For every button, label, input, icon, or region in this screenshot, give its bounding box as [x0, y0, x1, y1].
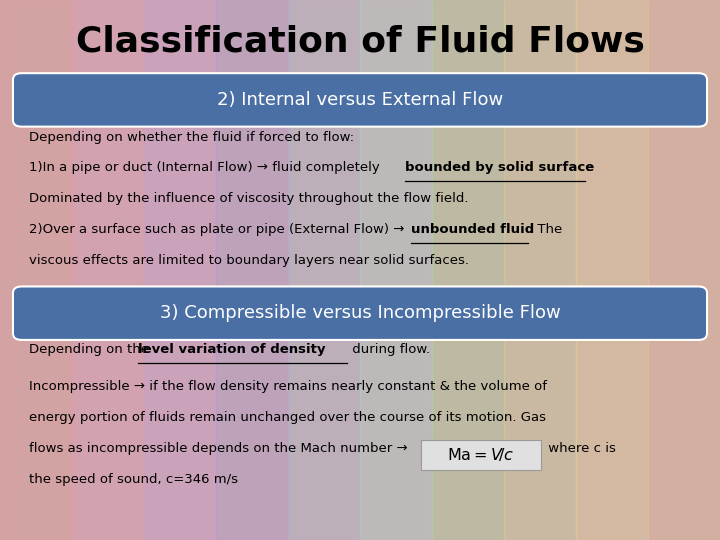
Text: bounded by solid surface: bounded by solid surface	[405, 161, 595, 174]
Text: the speed of sound, c=346 m/s: the speed of sound, c=346 m/s	[29, 472, 238, 485]
Text: unbounded fluid: unbounded fluid	[411, 223, 534, 236]
Bar	[0, 0, 72, 540]
Bar	[504, 0, 576, 540]
Text: $\mathrm{Ma} = \mathit{V\!/c}$: $\mathrm{Ma} = \mathit{V\!/c}$	[447, 446, 515, 463]
Text: Depending on the: Depending on the	[29, 343, 153, 356]
Text: during flow.: during flow.	[348, 343, 431, 356]
Bar	[216, 0, 288, 540]
FancyBboxPatch shape	[13, 286, 707, 340]
Bar	[432, 0, 504, 540]
Bar	[288, 0, 360, 540]
Text: 1)In a pipe or duct (Internal Flow) → fluid completely: 1)In a pipe or duct (Internal Flow) → fl…	[29, 161, 384, 174]
Text: energy portion of fluids remain unchanged over the course of its motion. Gas: energy portion of fluids remain unchange…	[29, 411, 546, 424]
Text: flows as incompressible depends on the Mach number →: flows as incompressible depends on the M…	[29, 442, 412, 455]
Text: level variation of density: level variation of density	[138, 343, 325, 356]
Text: Incompressible → if the flow density remains nearly constant & the volume of: Incompressible → if the flow density rem…	[29, 380, 546, 393]
Text: .: .	[586, 161, 590, 174]
Text: Dominated by the influence of viscosity throughout the flow field.: Dominated by the influence of viscosity …	[29, 192, 468, 205]
Text: Depending on whether the fluid if forced to flow:: Depending on whether the fluid if forced…	[29, 131, 354, 144]
Text: . The: . The	[529, 223, 562, 236]
Bar	[576, 0, 648, 540]
Bar	[144, 0, 216, 540]
Text: 2)Over a surface such as plate or pipe (External Flow) →: 2)Over a surface such as plate or pipe (…	[29, 223, 408, 236]
Text: 2) Internal versus External Flow: 2) Internal versus External Flow	[217, 91, 503, 109]
Text: Classification of Fluid Flows: Classification of Fluid Flows	[76, 24, 644, 58]
Bar	[648, 0, 720, 540]
Text: 3) Compressible versus Incompressible Flow: 3) Compressible versus Incompressible Fl…	[160, 304, 560, 322]
Text: where c is: where c is	[544, 442, 616, 455]
FancyBboxPatch shape	[13, 73, 707, 126]
Bar	[72, 0, 144, 540]
Bar	[360, 0, 432, 540]
Text: viscous effects are limited to boundary layers near solid surfaces.: viscous effects are limited to boundary …	[29, 254, 469, 267]
FancyBboxPatch shape	[421, 440, 541, 470]
